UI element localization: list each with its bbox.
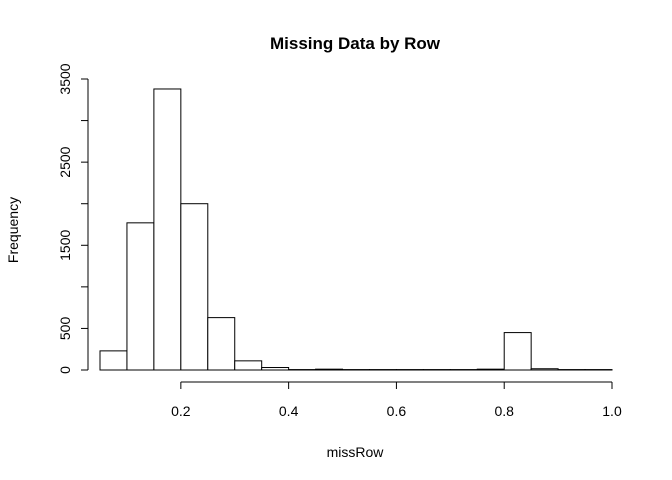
histogram-bar	[126, 222, 155, 371]
x-axis-label: missRow	[327, 444, 385, 460]
bars-group	[99, 88, 613, 371]
y-tick-label: 1500	[57, 230, 73, 261]
histogram-bar	[180, 203, 209, 371]
chart-title: Missing Data by Row	[270, 34, 441, 53]
histogram-bar	[530, 368, 559, 371]
x-axis: 0.2 0.4 0.6 0.8 1.0	[171, 381, 622, 419]
y-tick-label: 2500	[57, 146, 73, 177]
y-axis-label: Frequency	[5, 197, 21, 263]
histogram-bar	[315, 368, 344, 371]
y-axis: 0 500 1500 2500 3500	[57, 63, 89, 374]
histogram-bar	[99, 350, 128, 371]
y-tick-label: 500	[57, 317, 73, 341]
x-tick-label: 0.4	[279, 403, 299, 419]
histogram-bar	[207, 317, 236, 371]
x-tick-label: 0.6	[387, 403, 407, 419]
histogram-bar	[153, 88, 182, 371]
x-tick-label: 1.0	[602, 403, 622, 419]
histogram-bar	[476, 368, 505, 371]
x-tick-label: 0.8	[494, 403, 514, 419]
x-tick-label: 0.2	[171, 403, 191, 419]
histogram-bar	[234, 360, 263, 371]
y-tick-label: 0	[57, 366, 73, 374]
histogram-bar	[503, 332, 532, 371]
histogram-bar	[261, 367, 290, 371]
y-tick-label: 3500	[57, 63, 73, 94]
